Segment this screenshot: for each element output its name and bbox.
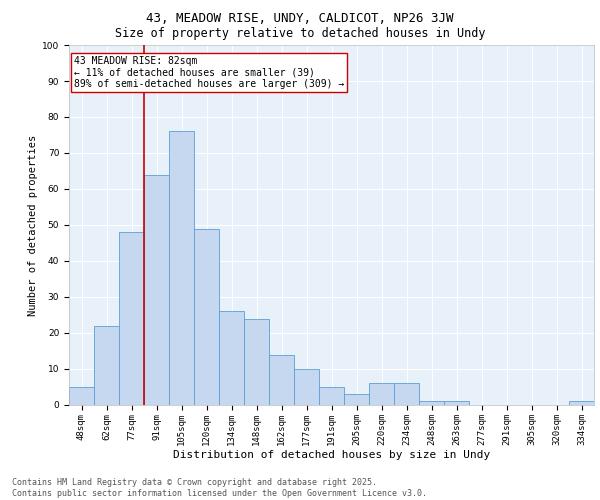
Text: 43 MEADOW RISE: 82sqm
← 11% of detached houses are smaller (39)
89% of semi-deta: 43 MEADOW RISE: 82sqm ← 11% of detached … bbox=[74, 56, 344, 89]
Y-axis label: Number of detached properties: Number of detached properties bbox=[28, 134, 38, 316]
Bar bbox=[294, 369, 319, 405]
Bar bbox=[269, 354, 294, 405]
Bar bbox=[369, 384, 394, 405]
Text: Size of property relative to detached houses in Undy: Size of property relative to detached ho… bbox=[115, 28, 485, 40]
Text: Contains HM Land Registry data © Crown copyright and database right 2025.
Contai: Contains HM Land Registry data © Crown c… bbox=[12, 478, 427, 498]
Bar bbox=[569, 402, 594, 405]
Bar bbox=[319, 387, 344, 405]
Bar bbox=[244, 318, 269, 405]
Bar bbox=[194, 228, 219, 405]
Bar bbox=[69, 387, 94, 405]
Bar bbox=[219, 312, 244, 405]
Bar bbox=[119, 232, 144, 405]
Bar bbox=[169, 132, 194, 405]
Bar bbox=[394, 384, 419, 405]
Bar bbox=[444, 402, 469, 405]
Bar bbox=[144, 174, 169, 405]
Bar bbox=[94, 326, 119, 405]
Bar bbox=[419, 402, 444, 405]
X-axis label: Distribution of detached houses by size in Undy: Distribution of detached houses by size … bbox=[173, 450, 490, 460]
Text: 43, MEADOW RISE, UNDY, CALDICOT, NP26 3JW: 43, MEADOW RISE, UNDY, CALDICOT, NP26 3J… bbox=[146, 12, 454, 26]
Bar bbox=[344, 394, 369, 405]
